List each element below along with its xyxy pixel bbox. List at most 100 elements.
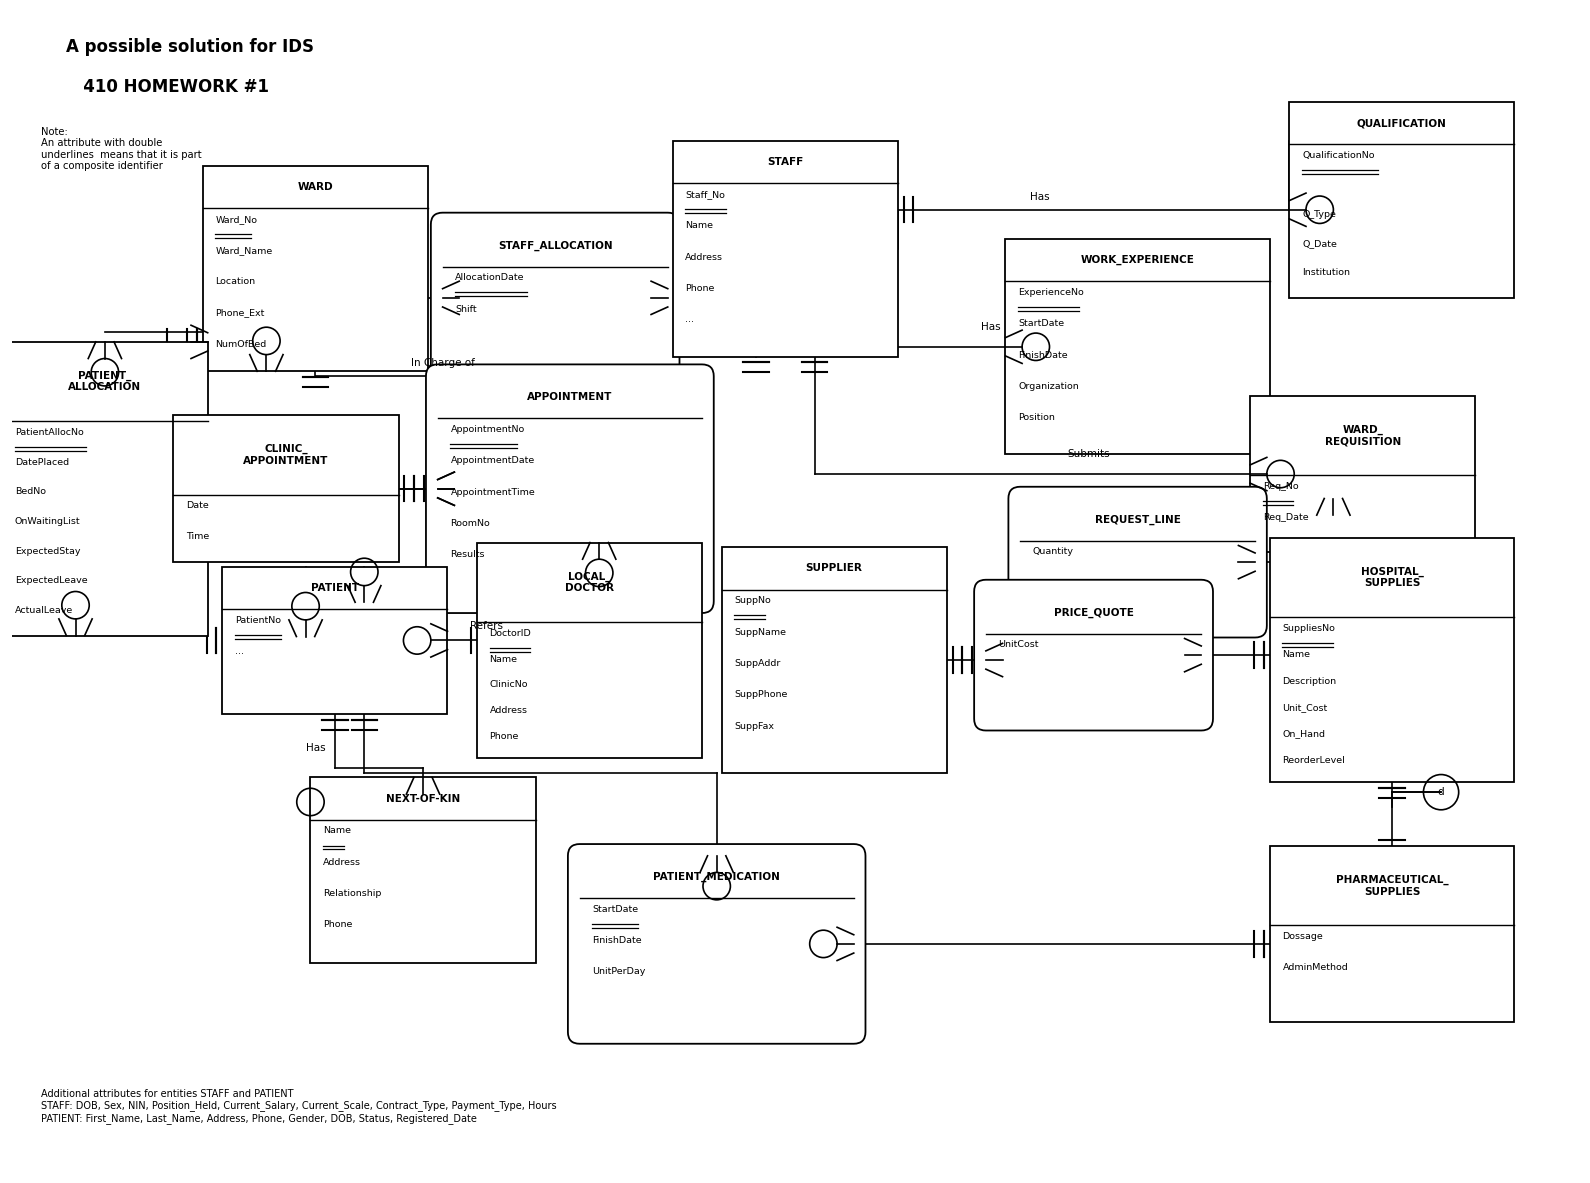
Bar xyxy=(722,548,946,772)
Text: CLINIC_
APPOINTMENT: CLINIC_ APPOINTMENT xyxy=(243,444,329,466)
Text: In Charge of: In Charge of xyxy=(410,358,474,368)
Text: LOCAL_
DOCTOR: LOCAL_ DOCTOR xyxy=(564,571,614,593)
Text: PRICE_QUOTE: PRICE_QUOTE xyxy=(1054,607,1134,618)
Bar xyxy=(310,777,536,963)
Text: PatientAllocNo: PatientAllocNo xyxy=(14,428,84,437)
Bar xyxy=(1270,846,1515,1022)
Text: AppointmentTime: AppointmentTime xyxy=(450,487,536,497)
Text: WARD: WARD xyxy=(297,182,334,192)
Text: AppointmentDate: AppointmentDate xyxy=(450,457,534,465)
Text: Has: Has xyxy=(305,743,326,754)
Text: DoctorID: DoctorID xyxy=(490,628,531,638)
Text: Relationship: Relationship xyxy=(323,890,382,898)
Text: QUALIFICATION: QUALIFICATION xyxy=(1356,118,1447,128)
Text: SuppPhone: SuppPhone xyxy=(735,691,787,699)
Text: Name: Name xyxy=(323,827,351,835)
Text: UnitPerDay: UnitPerDay xyxy=(593,968,646,976)
Text: Address: Address xyxy=(685,253,723,261)
Text: SuppNo: SuppNo xyxy=(735,596,771,606)
Bar xyxy=(1289,102,1515,298)
Text: QualificationNo: QualificationNo xyxy=(1302,151,1375,160)
Text: WORK_EXPERIENCE: WORK_EXPERIENCE xyxy=(1081,256,1194,265)
Bar xyxy=(477,543,703,758)
Text: SuppliesNo: SuppliesNo xyxy=(1283,623,1336,633)
FancyBboxPatch shape xyxy=(1008,486,1267,638)
Text: Shift: Shift xyxy=(455,305,477,313)
Bar xyxy=(204,166,428,371)
Text: Organization: Organization xyxy=(1018,382,1080,392)
Text: Req_No: Req_No xyxy=(1262,481,1299,491)
Text: Name: Name xyxy=(1283,651,1310,659)
Text: SUPPLIER: SUPPLIER xyxy=(806,563,863,574)
Text: Has: Has xyxy=(1030,192,1049,202)
Text: APPOINTMENT: APPOINTMENT xyxy=(528,393,612,402)
Text: Name: Name xyxy=(490,654,518,664)
Text: ExpectedStay: ExpectedStay xyxy=(14,547,81,556)
Text: UnitCost: UnitCost xyxy=(999,640,1040,649)
Text: Results: Results xyxy=(450,550,485,560)
Text: Phone: Phone xyxy=(685,284,716,293)
Text: Position: Position xyxy=(1018,413,1056,422)
Text: Date: Date xyxy=(186,502,208,510)
Text: STAFF: STAFF xyxy=(766,157,803,167)
Bar xyxy=(1250,396,1476,552)
FancyBboxPatch shape xyxy=(568,843,865,1043)
Text: Submits: Submits xyxy=(1067,450,1110,459)
Bar xyxy=(2,342,208,635)
Text: Phone: Phone xyxy=(490,732,518,741)
Text: Req_Date: Req_Date xyxy=(1262,513,1309,522)
FancyBboxPatch shape xyxy=(975,580,1213,730)
Text: Address: Address xyxy=(323,858,361,867)
Text: Additional attributes for entities STAFF and PATIENT
STAFF: DOB, Sex, NIN, Posit: Additional attributes for entities STAFF… xyxy=(41,1088,556,1124)
Bar xyxy=(173,415,399,562)
Text: d: d xyxy=(1437,787,1444,797)
Text: ExperienceNo: ExperienceNo xyxy=(1018,287,1084,297)
Text: Phone: Phone xyxy=(323,920,353,930)
Text: NEXT-OF-KIN: NEXT-OF-KIN xyxy=(386,794,460,803)
Text: Q_Date: Q_Date xyxy=(1302,239,1337,248)
Text: HOSPITAL_
SUPPLIES: HOSPITAL_ SUPPLIES xyxy=(1361,567,1423,588)
Text: Name: Name xyxy=(685,221,714,231)
Bar xyxy=(223,567,447,713)
Text: AppointmentNo: AppointmentNo xyxy=(450,425,525,434)
Text: Note:
An attribute with double
underlines  means that it is part
of a composite : Note: An attribute with double underline… xyxy=(41,127,202,172)
FancyBboxPatch shape xyxy=(431,213,679,383)
Text: OnWaitingList: OnWaitingList xyxy=(14,517,81,526)
Text: Location: Location xyxy=(216,277,256,286)
Text: FinishDate: FinishDate xyxy=(593,936,642,945)
Text: Ward_No: Ward_No xyxy=(216,214,258,224)
Text: STAFF_ALLOCATION: STAFF_ALLOCATION xyxy=(498,240,612,251)
Text: Description: Description xyxy=(1283,677,1337,686)
Text: Ward_Name: Ward_Name xyxy=(216,246,273,256)
Text: RoomNo: RoomNo xyxy=(450,519,490,528)
Text: WARD_
REQUISITION: WARD_ REQUISITION xyxy=(1324,425,1401,446)
Text: BedNo: BedNo xyxy=(14,487,46,497)
Text: Institution: Institution xyxy=(1302,269,1350,278)
FancyBboxPatch shape xyxy=(426,364,714,613)
Text: Has: Has xyxy=(981,322,1000,332)
Text: REQUEST_LINE: REQUEST_LINE xyxy=(1094,515,1180,525)
Bar xyxy=(673,141,898,356)
Text: PATIENT_MEDICATION: PATIENT_MEDICATION xyxy=(653,872,781,883)
Text: PatientNo: PatientNo xyxy=(235,616,281,625)
Text: 410 HOMEWORK #1: 410 HOMEWORK #1 xyxy=(65,78,269,96)
Text: SuppName: SuppName xyxy=(735,628,787,636)
Text: Unit_Cost: Unit_Cost xyxy=(1283,703,1328,712)
Text: PATIENT_
ALLOCATION: PATIENT_ ALLOCATION xyxy=(68,370,142,393)
Text: Dossage: Dossage xyxy=(1283,932,1323,942)
Text: Staff_No: Staff_No xyxy=(685,190,725,199)
Text: Quantity: Quantity xyxy=(1034,548,1073,556)
Text: On_Hand: On_Hand xyxy=(1283,730,1326,738)
Text: DatePlaced: DatePlaced xyxy=(14,458,68,466)
Text: Time: Time xyxy=(186,532,210,541)
Text: ...: ... xyxy=(685,316,695,324)
Text: ExpectedLeave: ExpectedLeave xyxy=(14,576,87,586)
Text: AllocationDate: AllocationDate xyxy=(455,273,525,283)
Text: ActualLeave: ActualLeave xyxy=(14,606,73,615)
Text: FinishDate: FinishDate xyxy=(1018,350,1068,360)
Text: PATIENT: PATIENT xyxy=(312,583,359,593)
Text: NumOfBed: NumOfBed xyxy=(216,340,267,349)
Text: AdminMethod: AdminMethod xyxy=(1283,963,1348,972)
Text: StartDate: StartDate xyxy=(593,905,639,913)
Text: PHARMACEUTICAL_
SUPPLIES: PHARMACEUTICAL_ SUPPLIES xyxy=(1336,874,1448,897)
